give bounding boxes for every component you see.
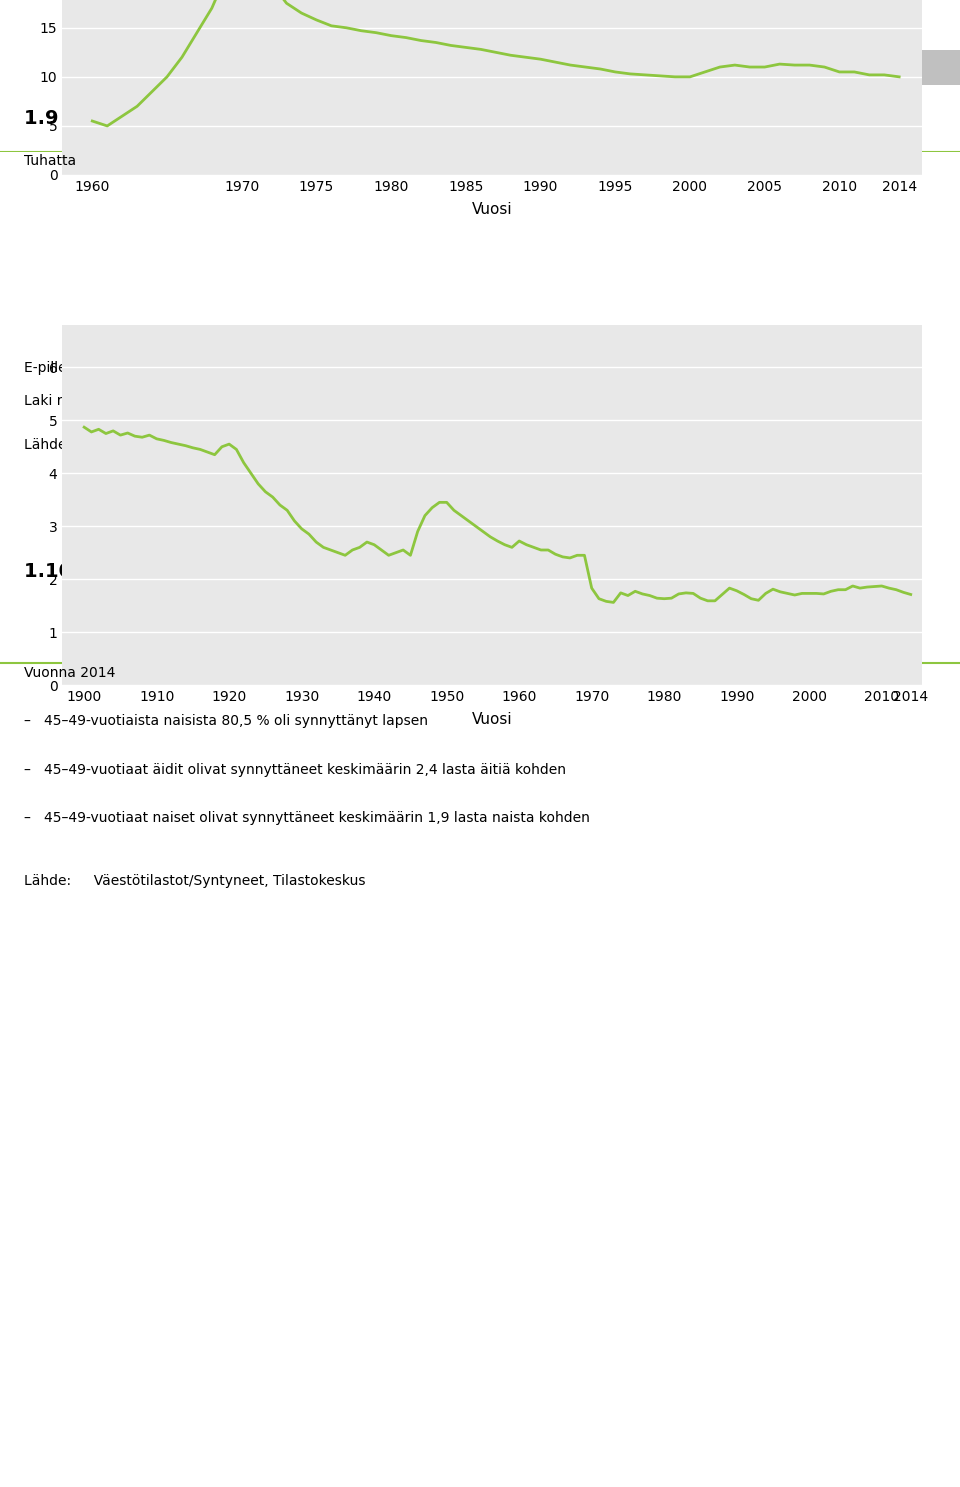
Text: 1.10  Kokonaishedelmällisyysluku 1900–2014,: 1.10 Kokonaishedelmällisyysluku 1900–201… (24, 562, 527, 581)
X-axis label: Vuosi: Vuosi (471, 712, 513, 727)
Text: –   45–49-vuotiaat naiset olivat synnyttäneet keskimäärin 1,9 lasta naista kohde: – 45–49-vuotiaat naiset olivat synnyttän… (24, 810, 589, 825)
Text: Lähde:   Raskauden keskeytykset 2014, Terveyden ja hyvinvoinnin laitos: Lähde: Raskauden keskeytykset 2014, Terv… (24, 439, 537, 452)
X-axis label: Vuosi: Vuosi (471, 202, 513, 217)
Text: Vuonna 2014: Vuonna 2014 (24, 666, 115, 680)
Text: –   45–49-vuotiaista naisista 80,5 % oli synnyttänyt lapsen: – 45–49-vuotiaista naisista 80,5 % oli s… (24, 714, 428, 729)
Text: Lähde:   Väestötilastot/Syntyneet, Tilastokeskus: Lähde: Väestötilastot/Syntyneet, Tilasto… (24, 874, 366, 888)
Text: lasten määrä naista kohden: lasten määrä naista kohden (24, 610, 391, 629)
Text: Laki raskauden keskeytksestä, jossa abortti sosiaalisin perustein sallittiin, tu: Laki raskauden keskeytksestä, jossa abor… (24, 394, 671, 407)
Text: 11: 11 (893, 58, 922, 77)
Text: 1.9   Raskauden keskeytykset 1960–2014, lkm: 1.9 Raskauden keskeytykset 1960–2014, lk… (24, 110, 530, 128)
Text: 1  Väestö ja perheet: 1 Väestö ja perheet (612, 58, 850, 77)
Text: –   45–49-vuotiaat äidit olivat synnyttäneet keskimäärin 2,4 lasta äitiä kohden: – 45–49-vuotiaat äidit olivat synnyttäne… (24, 763, 566, 776)
FancyBboxPatch shape (859, 51, 960, 85)
Text: Tuhatta: Tuhatta (24, 155, 76, 168)
Text: E-pilleri hyväksyttiin 1961.: E-pilleri hyväksyttiin 1961. (24, 361, 209, 375)
